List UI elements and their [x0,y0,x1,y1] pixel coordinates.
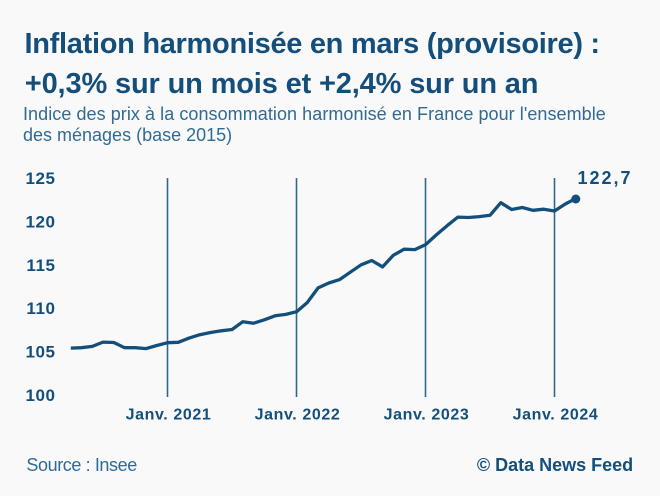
svg-text:Janv. 2022: Janv. 2022 [255,407,341,424]
svg-text:+0,3% sur un mois et +2,4% sur: +0,3% sur un mois et +2,4% sur un an [25,68,539,100]
svg-text:105: 105 [25,343,55,362]
svg-text:110: 110 [26,299,55,318]
svg-text:100: 100 [25,386,55,405]
svg-text:Indice des prix à la consommat: Indice des prix à la consommation harmon… [23,104,606,124]
svg-text:Source : Insee: Source : Insee [26,455,137,475]
svg-text:120: 120 [25,212,55,231]
svg-text:Janv. 2024: Janv. 2024 [513,407,599,424]
svg-text:Janv. 2023: Janv. 2023 [384,407,470,424]
svg-text:115: 115 [26,256,55,275]
svg-text:des ménages (base 2015): des ménages (base 2015) [23,125,232,145]
svg-text:125: 125 [25,169,55,188]
svg-text:© Data News Feed: © Data News Feed [477,455,633,475]
svg-text:122,7: 122,7 [578,168,633,188]
svg-text:Inflation harmonisée en mars (: Inflation harmonisée en mars (provisoire… [25,28,600,60]
svg-text:Janv. 2021: Janv. 2021 [126,407,212,424]
